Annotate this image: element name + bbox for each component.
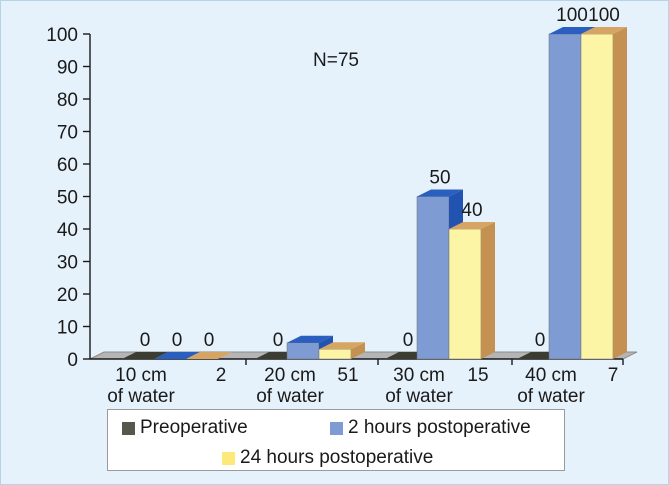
y-tick-label: 70: [57, 123, 78, 144]
data-label: 100: [588, 5, 620, 26]
y-tick-label: 20: [57, 285, 78, 306]
data-label: 100: [556, 5, 588, 26]
bar-2-hours-top: [549, 27, 595, 34]
x-category-side-value: 51: [337, 365, 358, 386]
bar-2-hours-top: [154, 352, 200, 359]
legend-item-2-hours: 2 hours postoperative: [330, 417, 531, 439]
bar-24-hours-side: [613, 27, 627, 359]
y-tick-label: 80: [57, 90, 78, 111]
data-label: 0: [172, 330, 183, 351]
legend: Preoperative 2 hours postoperative 24 ho…: [107, 409, 565, 471]
bar-2-hours-top: [417, 189, 463, 197]
legend-item-preoperative: Preoperative: [122, 417, 248, 439]
x-category-label: 40 cm of water: [517, 365, 585, 407]
x-category-label: 10 cm of water: [107, 365, 175, 407]
bar-2-hours-front: [416, 196, 450, 360]
x-category-label: 20 cm of water: [256, 365, 324, 407]
y-tick-label: 100: [46, 25, 78, 46]
x-category-side-value: 2: [216, 365, 227, 386]
x-category-label: 30 cm of water: [385, 365, 453, 407]
y-tick-label: 90: [57, 58, 78, 79]
bar-24-hours-front: [448, 228, 482, 360]
y-tick-label: 30: [57, 253, 78, 274]
legend-swatch-24-hours: [222, 451, 235, 465]
y-tick-label: 60: [57, 155, 78, 176]
legend-label-preoperative: Preoperative: [140, 417, 248, 438]
bar-preoperative-top: [122, 352, 168, 359]
bar-24-hours-side: [351, 342, 365, 359]
x-category-side-value: 15: [467, 365, 488, 386]
data-label: 0: [204, 330, 215, 351]
sample-size-annotation: N=75: [313, 50, 359, 71]
y-tick-label: 50: [57, 188, 78, 209]
data-label: 0: [273, 330, 284, 351]
data-label: 40: [461, 200, 482, 221]
bar-2-hours-front: [548, 33, 582, 360]
data-label: 0: [535, 330, 546, 351]
legend-swatch-2-hours: [330, 421, 343, 435]
bar-24-hours-front: [318, 349, 352, 360]
bar-24-hours-top: [449, 222, 495, 229]
y-tick-label: 40: [57, 220, 78, 241]
bar-24-hours-top: [581, 27, 627, 34]
legend-label-24-hours: 24 hours postoperative: [240, 447, 434, 468]
data-label: 0: [403, 330, 414, 351]
legend-swatch-preoperative: [122, 421, 135, 435]
legend-item-24-hours: 24 hours postoperative: [222, 447, 433, 469]
y-tick-label: 0: [67, 350, 78, 371]
x-category-side-value: 7: [608, 365, 619, 386]
bar-24-hours-front: [580, 33, 614, 360]
bar-24-hours-top: [319, 342, 365, 350]
bar-24-hours-side: [481, 222, 495, 359]
legend-label-2-hours: 2 hours postoperative: [348, 417, 531, 438]
bar-2-hours-top: [287, 335, 333, 343]
data-label: 50: [429, 168, 450, 189]
data-label: 0: [140, 330, 151, 351]
bar-2-hours-front: [286, 342, 320, 360]
bar-24-hours-top: [186, 352, 232, 359]
y-tick-label: 10: [57, 318, 78, 339]
